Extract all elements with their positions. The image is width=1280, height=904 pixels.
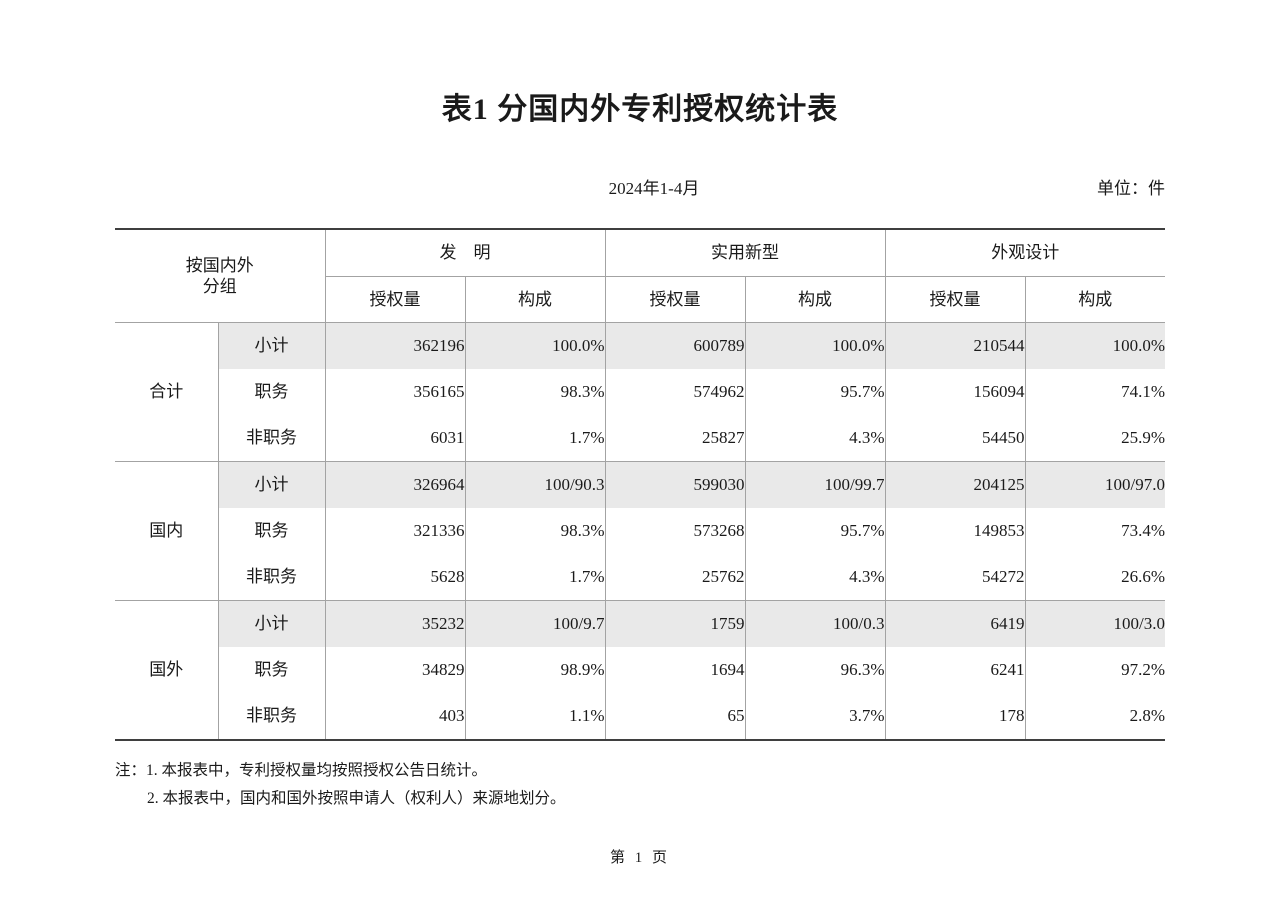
table-row: 国外 小计 35232 100/9.7 1759 100/0.3 6419 100/3.0 [115,600,1165,740]
value-cell: 6419 [884,600,1025,647]
row-label: 职务 [217,508,325,554]
table-row: 非职务 6031 1.7% 25827 4.3% 54450 25.9% [115,415,1165,462]
row-label: 小计 [217,322,325,369]
value-cell: 98.3% [464,508,605,554]
value-cell: 98.9% [464,647,605,693]
table-row: 国内 小计 326964 100/90.3 599030 100/99.7 204125 10… [115,461,1165,601]
value-cell: 3.7% [744,693,885,740]
value-cell: 97.2% [1024,647,1165,693]
table-meta-row: 2024年1-4月 单位：件 [115,174,1165,198]
footnotes: 注：1. 本报表中，专利授权量均按照授权公告日统计。 2. 本报表中，国内和国外… [115,757,1165,813]
value-cell: 54272 [884,554,1025,601]
value-cell: 204125 [884,461,1025,508]
value-cell: 156094 [884,369,1025,415]
value-cell: 321336 [324,508,465,554]
value-cell: 95.7% [744,508,885,554]
value-cell: 100.0% [464,322,605,369]
value-cell: 95.7% [744,369,885,415]
value-cell: 100/0.3 [744,600,885,647]
value-cell: 1694 [604,647,745,693]
value-cell: 25762 [604,554,745,601]
value-cell: 5628 [324,554,465,601]
table-header: 按国内外 分组 发 明 实用新型 外观设计 授权量 构成 授权量 构成 授权量 … [115,229,1165,323]
row-label: 小计 [217,461,325,508]
value-cell: 26.6% [1024,554,1165,601]
table-body: 合计 小计 362196 100.0% 600789 100.0% 210544 100.0%… [115,322,1165,740]
header-row-subcolumns: 授权量 构成 授权量 构成 授权量 构成 [115,276,1165,323]
column-group-utility-model: 实用新型 [604,229,885,277]
value-cell: 100/97.0 [1024,461,1165,508]
footnote-2: 2. 本报表中，国内和国外按照申请人（权利人）来源地划分。 [147,790,566,807]
column-group-design: 外观设计 [884,229,1165,277]
value-cell: 1.7% [464,554,605,601]
row-label: 职务 [217,647,325,693]
value-cell: 178 [884,693,1025,740]
value-cell: 362196 [324,322,465,369]
group-label: 合计 [115,322,218,462]
value-cell: 326964 [324,461,465,508]
value-cell: 1.7% [464,415,605,462]
value-cell: 54450 [884,415,1025,462]
value-cell: 98.3% [464,369,605,415]
value-cell: 574962 [604,369,745,415]
value-cell: 96.3% [744,647,885,693]
value-cell: 6031 [324,415,465,462]
header-row-groups: 按国内外 分组 发 明 实用新型 外观设计 [115,229,1165,323]
subheader-composition: 构成 [744,276,885,323]
value-cell: 100/99.7 [744,461,885,508]
value-cell: 1759 [604,600,745,647]
page-title: 表1 分国内外专利授权统计表 [441,93,839,126]
value-cell: 403 [324,693,465,740]
subheader-composition: 构成 [464,276,605,323]
table-row: 非职务 403 1.1% 65 3.7% 178 2.8% [115,693,1165,740]
value-cell: 100.0% [1024,322,1165,369]
value-cell: 100.0% [744,322,885,369]
footnote-1: 注：1. 本报表中，专利授权量均按照授权公告日统计。 [115,762,488,779]
value-cell: 1.1% [464,693,605,740]
row-label: 非职务 [217,415,325,462]
row-label: 小计 [217,600,325,647]
table-row: 职务 34829 98.9% 1694 96.3% 6241 97.2% [115,647,1165,693]
row-label: 非职务 [217,693,325,740]
patent-grant-table: 按国内外 分组 发 明 实用新型 外观设计 授权量 构成 授权量 构成 授权量 … [115,228,1165,741]
value-cell: 100/90.3 [464,461,605,508]
value-cell: 65 [604,693,745,740]
table-row: 职务 356165 98.3% 574962 95.7% 156094 74.1% [115,369,1165,415]
subheader-grant-count: 授权量 [884,276,1025,323]
row-label: 职务 [217,369,325,415]
reporting-period: 2024年1-4月 [608,179,700,198]
value-cell: 210544 [884,322,1025,369]
value-cell: 599030 [604,461,745,508]
value-cell: 573268 [604,508,745,554]
column-group-invention: 发 明 [324,229,605,277]
value-cell: 2.8% [1024,693,1165,740]
group-label: 国外 [115,600,218,740]
value-cell: 4.3% [744,415,885,462]
value-cell: 100/3.0 [1024,600,1165,647]
row-label: 非职务 [217,554,325,601]
subheader-grant-count: 授权量 [324,276,465,323]
unit-label: 单位：件 [1097,179,1165,198]
table-row: 合计 小计 362196 100.0% 600789 100.0% 210544 100.0% [115,322,1165,462]
value-cell: 74.1% [1024,369,1165,415]
value-cell: 149853 [884,508,1025,554]
row-header-cell: 按国内外 分组 [115,229,325,323]
subheader-composition: 构成 [1024,276,1165,323]
table-row: 非职务 5628 1.7% 25762 4.3% 54272 26.6% [115,554,1165,601]
table-row: 职务 321336 98.3% 573268 95.7% 149853 73.4% [115,508,1165,554]
value-cell: 34829 [324,647,465,693]
group-label: 国内 [115,461,218,601]
page-number: 第 1 页 [609,850,670,866]
value-cell: 25.9% [1024,415,1165,462]
value-cell: 6241 [884,647,1025,693]
value-cell: 356165 [324,369,465,415]
value-cell: 100/9.7 [464,600,605,647]
value-cell: 25827 [604,415,745,462]
value-cell: 35232 [324,600,465,647]
value-cell: 600789 [604,322,745,369]
value-cell: 73.4% [1024,508,1165,554]
value-cell: 4.3% [744,554,885,601]
subheader-grant-count: 授权量 [604,276,745,323]
